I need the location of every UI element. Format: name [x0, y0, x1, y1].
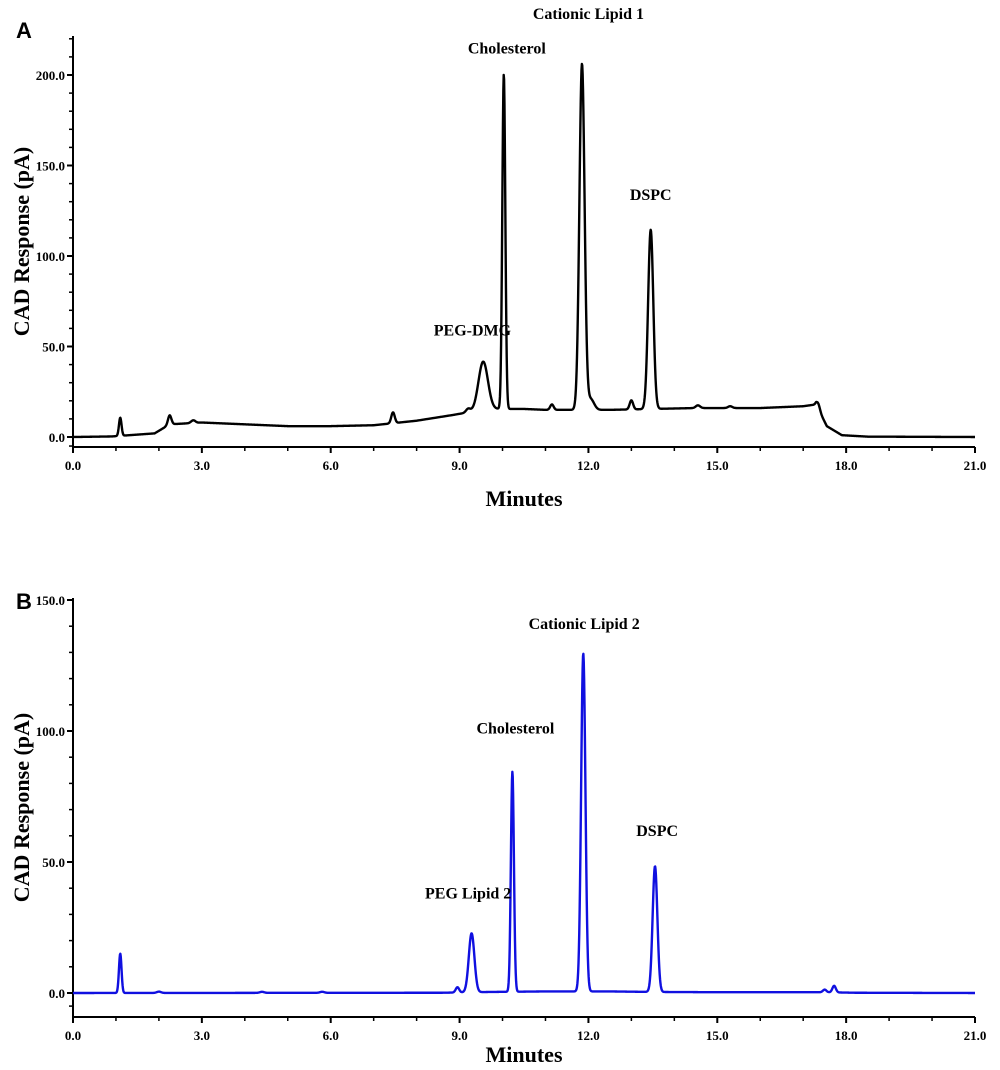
peak-label: PEG-DMG [434, 323, 512, 340]
y-tick-label: 50.0 [42, 340, 65, 355]
y-tick-label: 200.0 [36, 68, 65, 83]
x-tick-label: 15.0 [706, 1028, 729, 1043]
x-tick-label: 12.0 [577, 458, 600, 473]
chart-panel-a: A 0.0 3.0 6.0 9.0 12.0 15.0 18.0 21.0 0.0 50.0 100.… [9, 6, 986, 511]
peak-label: DSPC [636, 823, 678, 840]
x-tick-label: 15.0 [706, 458, 729, 473]
peak-label: Cholesterol [468, 40, 546, 57]
x-tick-label: 0.0 [65, 458, 81, 473]
y-tick-label: 100.0 [36, 724, 65, 739]
peak-label: DSPC [630, 187, 672, 204]
y-tick-label: 0.0 [49, 430, 65, 445]
x-tick-label: 0.0 [65, 1028, 81, 1043]
x-tick-label: 6.0 [323, 1028, 339, 1043]
y-tick-label: 150.0 [36, 159, 65, 174]
x-tick-label: 21.0 [964, 1028, 987, 1043]
peak-label: PEG Lipid 2 [425, 886, 511, 903]
y-tick-label: 150.0 [36, 593, 65, 608]
x-tick-label: 21.0 [964, 458, 987, 473]
y-axis-title: CAD Response (pA) [9, 713, 34, 902]
signal-trace [72, 62, 976, 439]
x-tick-label: 6.0 [323, 458, 339, 473]
x-tick-label: 9.0 [451, 458, 467, 473]
y-axis-title: CAD Response (pA) [9, 147, 34, 336]
x-tick-label: 18.0 [835, 1028, 858, 1043]
x-tick-label: 12.0 [577, 1028, 600, 1043]
x-tick-label: 3.0 [194, 1028, 210, 1043]
chart-panel-b: B 0.0 3.0 6.0 9.0 12.0 15.0 18.0 21.0 0.0 50.0 100.… [9, 589, 986, 1067]
panel-letter: A [16, 18, 32, 43]
x-tick-label: 9.0 [451, 1028, 467, 1043]
y-tick-label: 0.0 [49, 986, 65, 1001]
peak-label: Cationic Lipid 1 [533, 6, 644, 23]
x-tick-label: 18.0 [835, 458, 858, 473]
peak-label: Cationic Lipid 2 [529, 616, 640, 633]
panel-letter: B [16, 589, 32, 614]
signal-trace [72, 652, 976, 995]
x-axis-title: Minutes [486, 1042, 563, 1067]
x-axis-title: Minutes [486, 486, 563, 511]
peak-label: Cholesterol [476, 721, 554, 738]
y-tick-label: 100.0 [36, 249, 65, 264]
x-tick-label: 3.0 [194, 458, 210, 473]
y-tick-label: 50.0 [42, 855, 65, 870]
